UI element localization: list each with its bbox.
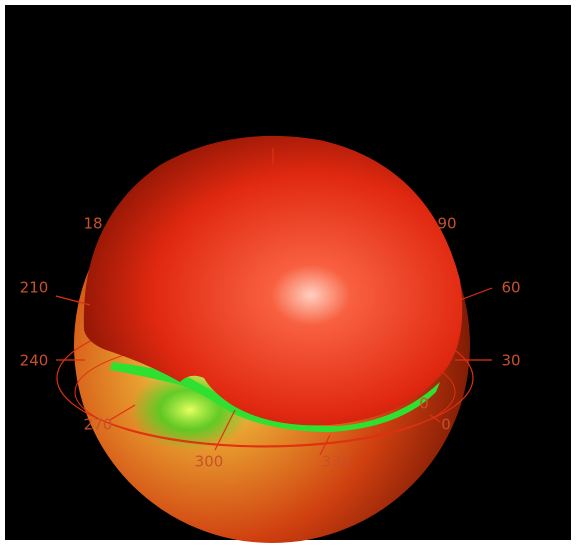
azimuth-label: 210 (20, 279, 49, 297)
azimuth-label: 300 (195, 453, 224, 471)
azimuth-label: 330 (322, 453, 351, 471)
page: {"azimuth_labels": ["18", "90", "210", "… (0, 0, 576, 545)
viewport: 18 90 210 60 240 30 270 0 300 330 0 (0, 0, 576, 545)
azimuth-label: 240 (20, 352, 49, 370)
azimuth-label: 0 (419, 395, 429, 413)
azimuth-label: 270 (84, 416, 113, 434)
azimuth-label: 60 (501, 279, 520, 297)
azimuth-label: 0 (441, 416, 451, 434)
azimuth-label: 90 (437, 215, 456, 233)
azimuth-label: 30 (501, 352, 520, 370)
azimuth-label: 18 (83, 215, 102, 233)
